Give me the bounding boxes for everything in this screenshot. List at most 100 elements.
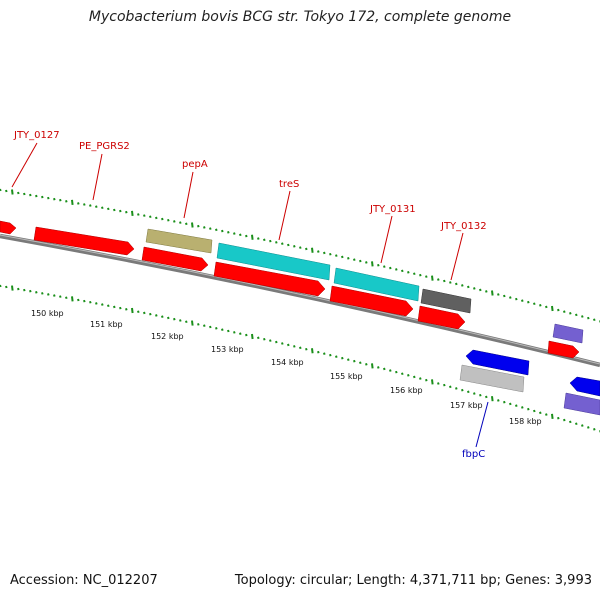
scale-tick [479,288,482,292]
scale-tick [461,388,464,392]
scale-tick [539,411,542,415]
scale-tick [449,385,452,389]
scale-tick [449,281,452,284]
scale-tick [161,217,164,221]
scale-tick [17,287,20,291]
scale-tick [95,205,98,208]
feature-2[interactable] [141,246,209,272]
scale-tick [29,289,32,293]
scale-tick [587,316,590,320]
gene-label-JTY_0132[interactable]: JTY_0132 [440,221,487,232]
scale-tick [365,261,368,264]
feature-right-blue[interactable] [569,376,600,397]
scale-tick [407,374,410,377]
feature-right-purple[interactable] [563,392,600,416]
scale-tick [5,285,8,289]
scale-tick [545,305,548,309]
scale-tick [233,232,236,235]
feature-4[interactable] [329,285,414,317]
scale-tick [353,359,356,363]
gene-label-treS[interactable]: treS [279,179,299,190]
scale-tick [563,310,566,313]
scale-tick [461,284,464,287]
scale-tick [281,242,284,245]
gene-label-fbpC[interactable]: fbpC [462,449,485,460]
feature-treS-cog[interactable] [216,242,331,281]
scale-tick [371,261,374,267]
scale-tick [437,278,440,281]
scale-tick [131,307,134,314]
scale-tick [533,302,536,306]
scale-tick [317,250,320,253]
scale-label: 157 kbp [450,401,483,410]
scale-tick [221,328,224,331]
scale-tick [419,273,422,277]
scale-tick [467,285,470,289]
scale-tick [263,238,266,242]
scale-tick [347,358,350,361]
scale-tick [107,304,110,308]
inner-tick-ring [0,284,600,433]
scale-tick [503,400,506,404]
scale-tick [275,241,278,244]
gene-label-PE_PGRS2[interactable]: PE_PGRS2 [79,141,130,152]
feature-6[interactable] [547,340,580,359]
scale-tick [473,287,476,290]
scale-tick [209,227,212,230]
scale-tick [563,418,566,422]
scale-tick [173,317,176,321]
scale-tick [305,347,308,351]
scale-tick [569,420,572,424]
gene-label-pepA[interactable]: pepA [182,159,208,170]
scale-tick [83,299,86,303]
scale-tick [587,426,590,429]
feature-1[interactable] [33,226,135,256]
scale-tick [401,269,404,273]
gene-label-JTY_0131[interactable]: JTY_0131 [369,204,416,215]
scale-tick [0,188,2,192]
scale-tick [137,213,140,216]
feature-3[interactable] [213,261,326,297]
scale-tick [323,251,326,255]
feature-fbpC[interactable] [465,349,530,376]
scale-tick [455,282,458,286]
feature-0131-cog[interactable] [333,267,420,302]
scale-tick [509,402,512,406]
scale-tick [137,310,140,314]
scale-tick [239,233,242,237]
genome-backbone [0,233,600,368]
scale-tick [251,333,254,340]
cog-track-upper [145,228,584,344]
scale-tick [269,339,272,342]
feature-pepA-cog[interactable] [145,228,213,254]
scale-tick [305,247,308,251]
scale-tick [209,325,212,329]
feature-0[interactable] [0,220,17,235]
scale-tick [377,263,380,267]
scale-tick [503,294,506,298]
scale-tick [167,316,170,320]
scale-label: 154 kbp [271,358,304,367]
scale-tick [71,199,74,205]
scale-tick [335,254,338,257]
scale-tick [311,247,314,253]
scale-tick [551,413,554,420]
scale-tick [23,288,26,292]
scale-tick [419,377,422,380]
scale-tick [389,369,392,372]
scale-tick [191,222,194,228]
scale-tick [89,300,92,304]
feature-0132-cog[interactable] [420,288,472,314]
scale-tick [77,298,80,302]
scale-tick [341,356,344,360]
feature-5[interactable] [417,305,466,330]
feature-fbpC-cog[interactable] [459,364,525,393]
scale-tick [293,245,296,248]
feature-purple-cog[interactable] [552,323,584,344]
gene-label-JTY_0127[interactable]: JTY_0127 [13,130,60,141]
scale-tick [245,333,248,337]
scale-tick [41,292,44,295]
scale-tick [353,258,356,261]
scale-label: 158 kbp [509,417,542,426]
scale-tick [11,189,14,195]
